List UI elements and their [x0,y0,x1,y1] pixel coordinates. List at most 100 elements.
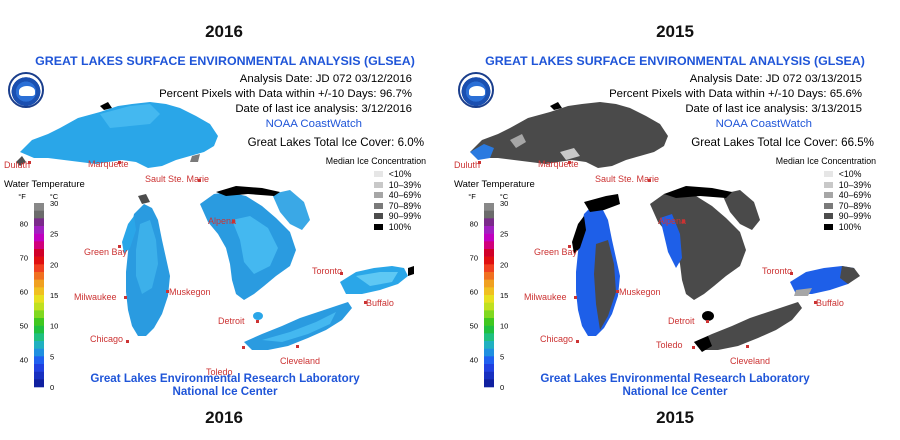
ice-legend-swatch [373,223,383,230]
footer-nic: National Ice Center [622,385,728,398]
ice-legend-item: 90–99% [326,211,426,222]
temperature-swatch [34,210,44,219]
analysis-info: Analysis Date: JD 072 03/13/2015 Percent… [609,72,862,132]
temperature-swatch [34,318,44,326]
ice-legend-label: 10–39% [388,179,422,190]
temperature-swatch [34,295,44,303]
last-ice-analysis: Date of last ice analysis: 3/13/2015 [685,103,862,115]
temperature-swatch [484,203,494,211]
year-label-2015-bottom: 2015 [656,408,694,427]
city-buffalo: Buffalo [366,298,394,308]
city-alpena: Alpena [658,216,687,226]
lake-superior [470,102,668,168]
temperature-swatch [484,226,494,234]
coastwatch-label: NOAA CoastWatch [265,118,362,130]
year-label-2016-top: 2016 [205,22,243,41]
city-toronto: Toronto [762,266,793,276]
footer-glerl: Great Lakes Environmental Research Labor… [90,372,360,385]
temperature-swatch [484,364,494,372]
city-sault-ste-marie: Sault Ste. Marie [145,174,210,184]
ice-legend-label: 100% [388,221,412,232]
temperature-swatch [484,356,494,365]
celsius-tick-label: 10 [50,322,58,331]
city-marquette: Marquette [88,159,129,169]
footer-glerl: Great Lakes Environmental Research Labor… [540,372,810,385]
city-milwaukee: Milwaukee [74,292,117,302]
city-duluth: Duluth [4,160,31,170]
total-ice-cover: Great Lakes Total Ice Cover: 66.5% [691,136,874,149]
temperature-swatch [484,210,494,219]
city-muskegon: Muskegon [619,287,661,297]
ice-legend-item: 10–39% [326,180,426,191]
city-milwaukee: Milwaukee [524,292,567,302]
percent-pixels: Percent Pixels with Data within +/-10 Da… [609,88,862,100]
lake-erie [244,302,352,350]
celsius-tick-label: 30 [500,199,508,208]
temperature-swatch [34,203,44,211]
temperature-swatch [484,348,494,357]
year-label-2015-top: 2015 [656,22,694,41]
fahrenheit-tick-label: 60 [20,288,28,297]
city-chicago: Chicago [90,334,124,344]
temperature-swatch [484,264,494,273]
temperature-swatch [34,341,44,349]
ice-legend-swatch [373,213,383,220]
ice-legend-item: 40–69% [326,190,426,201]
city-toledo: Toledo [656,340,683,350]
fahrenheit-tick-label: 80 [470,219,478,228]
total-ice-cover: Great Lakes Total Ice Cover: 6.0% [247,136,424,149]
great-lakes-map-2016 [16,102,414,350]
coastwatch-label: NOAA CoastWatch [715,118,812,130]
temperature-swatch [34,279,44,288]
ice-legend-swatch [823,192,833,199]
lake-erie [694,302,802,350]
temperature-swatch [484,310,494,319]
temperature-swatch [34,364,44,372]
ice-legend-label: 40–69% [388,190,422,201]
city-green-bay: Green Bay [84,247,128,257]
ice-legend-title: Median Ice Concentration [325,156,426,166]
temperature-swatch [34,218,44,227]
fahrenheit-tick-label: 70 [20,254,28,263]
temperature-swatch [34,379,44,388]
temperature-swatch [484,318,494,326]
year-label-2016-bottom: 2016 [205,408,243,427]
temperature-swatch [484,287,494,296]
temperature-swatch [34,302,44,311]
temperature-swatch [484,371,494,380]
celsius-tick-label: 20 [500,260,508,269]
temperature-swatch [34,256,44,265]
temperature-swatch [484,233,494,242]
unit-celsius: °C [500,192,509,201]
celsius-tick-label: 0 [50,383,54,391]
lake-superior [20,102,218,168]
temperature-swatch [484,333,494,342]
fahrenheit-tick-label: 60 [470,288,478,297]
ice-legend-label: 90–99% [388,211,422,222]
panel-title: GREAT LAKES SURFACE ENVIRONMENTAL ANALYS… [485,54,865,68]
temperature-swatch [34,325,44,334]
city-duluth: Duluth [454,160,481,170]
temperature-swatch [34,233,44,242]
ice-legend-swatch [373,192,383,199]
ice-legend-item: 90–99% [776,211,876,222]
temperature-swatch [484,341,494,349]
temperature-swatch [484,218,494,227]
temperature-swatch [484,241,494,250]
city-chicago: Chicago [540,334,574,344]
temperature-swatch [484,279,494,288]
unit-fahrenheit: °F [468,192,476,201]
unit-fahrenheit: °F [18,192,26,201]
celsius-tick-label: 0 [500,383,504,391]
city-detroit: Detroit [668,316,695,326]
celsius-tick-label: 25 [500,230,508,239]
noaa-logo-icon [8,72,44,108]
ice-legend-label: 90–99% [838,211,872,222]
celsius-tick-label: 20 [50,260,58,269]
temperature-swatch [484,379,494,388]
ice-legend-label: <10% [838,169,862,180]
ice-legend-item: 70–89% [326,201,426,212]
ice-legend-title: Median Ice Concentration [775,156,876,166]
temperature-swatch [34,348,44,357]
